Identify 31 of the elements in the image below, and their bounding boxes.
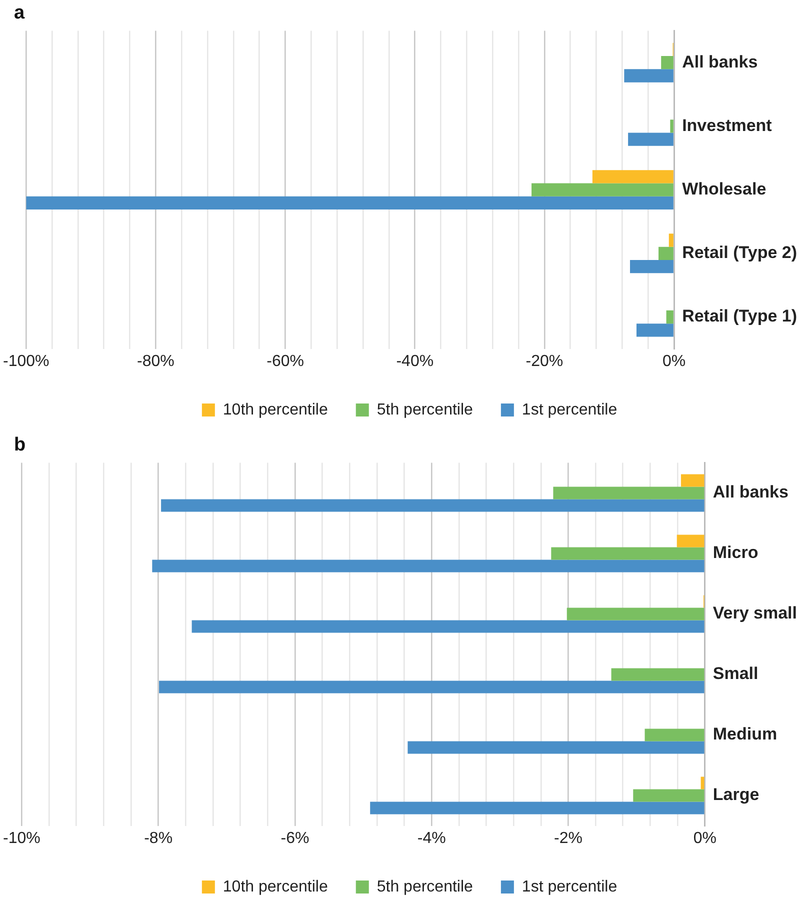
legend-label: 10th percentile (222, 401, 328, 418)
legend-label: 10th percentile (222, 878, 328, 896)
chart-title: a (14, 2, 25, 24)
x-tick-label: 0% (662, 352, 686, 370)
y-tick-label: Small (712, 664, 758, 684)
y-tick-label: Very small (712, 604, 798, 623)
x-tick-label: -10% (2, 830, 40, 847)
x-tick-label: -8% (144, 830, 173, 847)
x-tick-label: 0% (693, 830, 716, 847)
y-tick-label: All banks (682, 52, 758, 72)
y-tick-label: Investment (682, 116, 772, 135)
x-tick-label: -20% (526, 352, 564, 370)
x-tick-label: -2% (554, 830, 582, 847)
y-tick-label: Micro (712, 543, 758, 562)
y-tick-label: Retail (Type 2) (682, 243, 798, 262)
x-tick-label: -80% (137, 352, 174, 370)
x-tick-label: -40% (396, 352, 434, 370)
y-tick-label: Medium (712, 724, 778, 744)
y-tick-label: Wholesale (682, 179, 766, 198)
y-tick-label: All banks (712, 482, 788, 502)
legend-label: 1st percentile (522, 401, 618, 418)
y-tick-label: Retail (Type 1) (682, 306, 798, 326)
x-tick-label: -60% (266, 352, 304, 370)
chart-title: b (14, 434, 26, 456)
legend-label: 1st percentile (522, 878, 618, 896)
x-tick-label: -100% (3, 352, 50, 370)
legend-label: 5th percentile (376, 878, 474, 896)
x-tick-label: -6% (280, 830, 310, 847)
y-tick-label: Large (712, 785, 760, 804)
legend-label: 5th percentile (376, 401, 474, 418)
x-tick-label: -4% (417, 830, 446, 847)
